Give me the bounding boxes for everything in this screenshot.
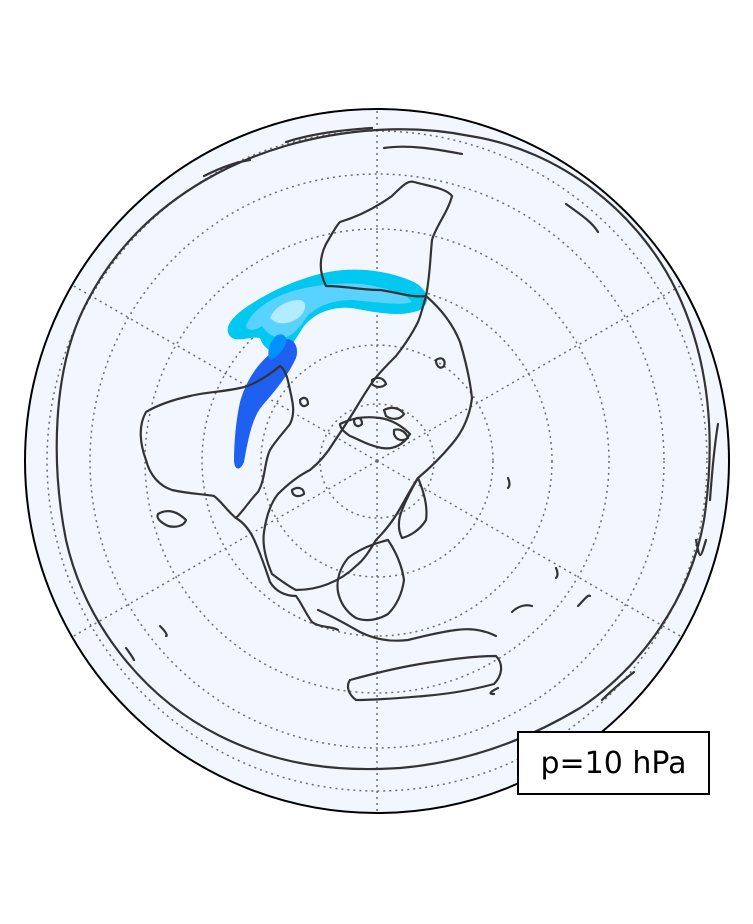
pressure-level-label: p=10 hPa xyxy=(517,731,710,795)
coastline-interior-features xyxy=(290,357,511,498)
coastline-outer-ring xyxy=(55,128,711,771)
coastlines xyxy=(55,126,720,771)
contour-branch-core xyxy=(268,334,287,360)
coastline-caribbean xyxy=(156,510,188,528)
contour-inner xyxy=(270,300,306,324)
coastline-top-fragment xyxy=(202,126,600,234)
coastline-left-fragment xyxy=(124,624,168,662)
coastline-mediterranean xyxy=(338,416,412,450)
coastline-central-america xyxy=(234,516,340,632)
coastline-right-fragment xyxy=(600,422,720,702)
coastline-islands xyxy=(489,566,592,696)
coastline-greenland xyxy=(319,180,454,298)
coastline-africa xyxy=(336,538,406,622)
coastline-southern xyxy=(316,608,503,702)
contour-branch xyxy=(234,339,298,469)
contour-mid xyxy=(246,283,412,338)
coastline-north-america xyxy=(139,364,295,520)
globe-outline xyxy=(24,108,730,814)
coastline-arabia xyxy=(397,476,428,540)
